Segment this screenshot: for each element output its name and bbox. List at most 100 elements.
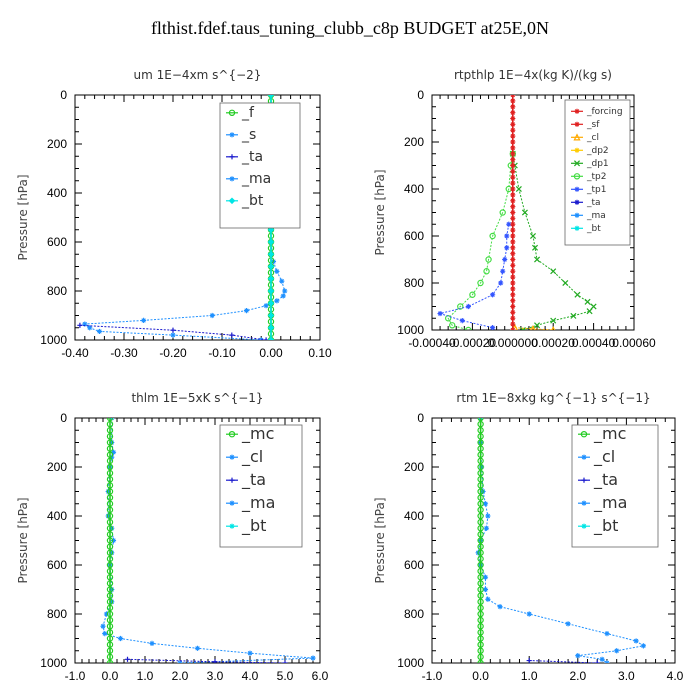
- legend-marker: [573, 133, 581, 141]
- legend-label: _dp2: [586, 146, 609, 156]
- data-point: [103, 611, 110, 617]
- x-tick-label: 4.0: [667, 669, 684, 683]
- data-point: [209, 312, 215, 319]
- data-point: [485, 256, 492, 263]
- y-tick-label: 1000: [40, 333, 67, 347]
- data-point: [550, 317, 557, 324]
- chart-panel-thlm: thlm 1E−5xK s^{−1} Pressure [hPa] -1.0 0.0 1…: [16, 391, 329, 683]
- data-point: [510, 110, 516, 116]
- series-mc: [106, 418, 114, 663]
- legend-marker: [229, 477, 235, 483]
- data-point: [149, 640, 155, 646]
- data-point: [106, 469, 114, 477]
- data-point: [267, 95, 275, 99]
- data-point: [477, 586, 484, 593]
- data-point: [497, 604, 503, 610]
- y-tick-label: 200: [404, 460, 424, 474]
- data-point: [106, 537, 114, 544]
- data-point: [212, 659, 218, 663]
- data-point: [194, 645, 201, 651]
- data-point: [109, 439, 115, 446]
- data-point: [106, 610, 114, 618]
- chart-panel-rtpthlp: rtpthlp 1E−4x(kg K)/(kg s) Pressure [hPa]…: [373, 68, 656, 350]
- x-tick-label: -1.0: [422, 669, 443, 683]
- data-point: [510, 115, 516, 122]
- data-point: [282, 660, 288, 663]
- data-point: [510, 139, 516, 145]
- y-tick-label: 1000: [40, 656, 67, 670]
- series-tp1: [437, 221, 512, 330]
- data-point: [519, 326, 526, 330]
- data-point: [477, 476, 484, 483]
- data-point: [485, 513, 491, 519]
- data-point: [510, 168, 516, 174]
- y-tick-label: 0: [60, 411, 67, 425]
- y-axis-label: Pressure [hPa]: [373, 497, 387, 583]
- data-point: [267, 287, 275, 295]
- data-point: [263, 337, 269, 340]
- data-point: [510, 239, 516, 245]
- data-point: [510, 286, 516, 292]
- data-point: [510, 104, 516, 110]
- data-point: [477, 525, 484, 532]
- data-point: [477, 433, 484, 440]
- data-point: [490, 325, 496, 330]
- data-point: [477, 647, 484, 654]
- panel-title: um 1E−4xm s^{−2}: [134, 68, 262, 82]
- data-point: [263, 303, 269, 309]
- data-point: [282, 288, 288, 294]
- data-point: [502, 256, 508, 263]
- data-point: [510, 121, 516, 127]
- data-point: [590, 303, 597, 310]
- legend-marker: [574, 212, 580, 218]
- legend-label: _ma: [241, 493, 275, 513]
- x-tick-label: 0.0: [102, 669, 119, 683]
- data-point: [106, 567, 114, 575]
- data-point: [510, 204, 516, 210]
- data-point: [106, 598, 114, 605]
- data-point: [477, 279, 484, 287]
- data-point: [562, 279, 569, 287]
- data-point: [106, 641, 114, 648]
- legend-label: _bt: [241, 193, 264, 209]
- data-point: [105, 513, 111, 519]
- x-tick-label: 0.00: [259, 346, 283, 360]
- data-point: [110, 449, 117, 455]
- data-point: [510, 151, 516, 157]
- data-point: [515, 185, 522, 193]
- data-point: [478, 464, 485, 470]
- data-point: [267, 238, 275, 246]
- data-point: [477, 610, 484, 618]
- legend-label: _mc: [241, 424, 274, 444]
- y-tick-label: 600: [404, 558, 424, 572]
- legend-marker: [573, 160, 581, 167]
- y-tick-label: 600: [47, 235, 67, 249]
- data-point: [586, 308, 593, 315]
- data-point: [565, 621, 571, 627]
- legend-marker: [574, 199, 580, 205]
- data-point: [529, 232, 537, 240]
- legend-label: _ta: [241, 470, 266, 490]
- data-point: [510, 327, 516, 330]
- legend-marker: [581, 454, 587, 460]
- x-tick-label: 0.000000: [488, 336, 538, 350]
- data-point: [105, 488, 111, 495]
- data-point: [510, 127, 516, 133]
- x-tick-label: 1.0: [137, 669, 154, 683]
- data-point: [106, 592, 114, 599]
- data-point: [477, 427, 484, 434]
- legend-label: _ta: [586, 198, 601, 208]
- data-point: [96, 328, 103, 335]
- legend-marker: [229, 176, 235, 182]
- data-point: [510, 251, 516, 257]
- data-point: [510, 268, 516, 274]
- data-point: [170, 327, 176, 333]
- legend-marker: [581, 500, 587, 506]
- data-point: [106, 433, 114, 440]
- data-point: [510, 95, 516, 98]
- legend-label: _sf: [586, 120, 600, 130]
- legend-marker: [228, 197, 236, 205]
- data-point: [510, 192, 516, 198]
- data-point: [106, 457, 114, 465]
